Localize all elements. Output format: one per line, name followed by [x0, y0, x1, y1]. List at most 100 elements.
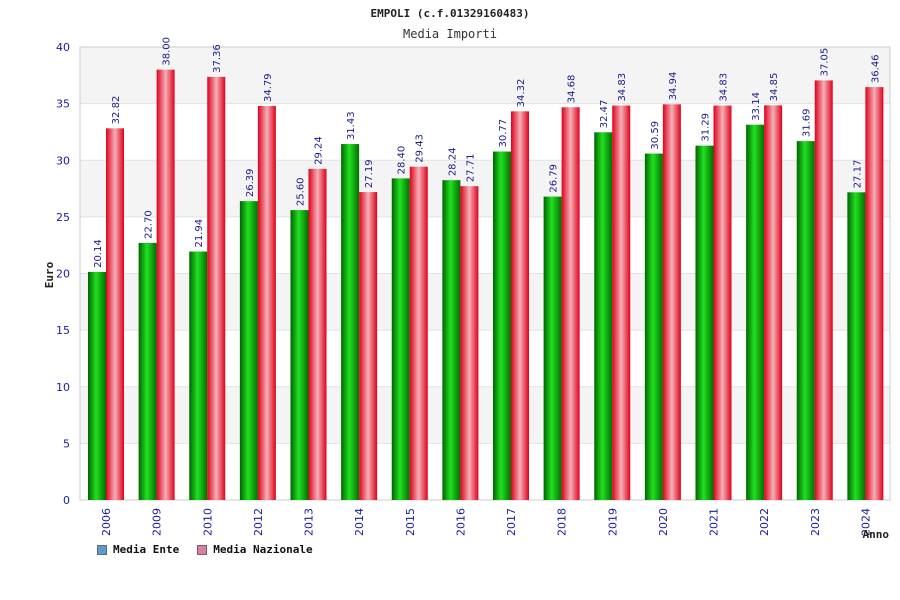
bar-media-ente — [493, 151, 511, 500]
data-label: 22.70 — [144, 210, 155, 239]
y-tick-label: 40 — [56, 41, 70, 54]
x-tick-label: 2014 — [353, 508, 366, 536]
bar-media-nazionale — [257, 106, 276, 501]
y-tick-label: 35 — [56, 98, 70, 111]
data-label: 32.82 — [111, 96, 122, 125]
bar-media-nazionale — [359, 192, 378, 501]
y-tick-label: 15 — [56, 324, 70, 337]
data-label: 31.69 — [802, 108, 813, 137]
bar-media-nazionale — [612, 105, 631, 501]
x-tick-label: 2017 — [505, 508, 518, 536]
data-label: 25.60 — [296, 177, 307, 206]
bar-media-nazionale — [511, 111, 529, 501]
y-tick-label: 20 — [56, 268, 70, 281]
bar-media-ente — [746, 124, 765, 500]
bar-media-ente — [695, 145, 714, 500]
data-label: 26.79 — [549, 164, 560, 193]
x-tick-label: 2023 — [809, 508, 822, 536]
bar-media-ente — [391, 178, 410, 500]
data-label: 28.40 — [397, 146, 408, 175]
data-label: 34.83 — [719, 73, 730, 102]
data-label: 34.83 — [617, 73, 628, 102]
data-label: 27.19 — [364, 159, 375, 188]
x-tick-label: 2013 — [303, 508, 316, 536]
bar-media-ente — [594, 132, 613, 500]
bar-media-ente — [341, 144, 360, 501]
bar-media-nazionale — [460, 186, 479, 500]
bar-media-ente — [290, 210, 309, 500]
legend-item-media-nazionale: Media Nazionale — [197, 543, 313, 556]
y-axis-ticks: 0 5 10 15 20 25 30 35 40 — [56, 41, 70, 507]
plot-frame — [79, 46, 891, 501]
x-tick-label: 2015 — [404, 508, 417, 536]
data-label: 37.05 — [820, 48, 831, 77]
bar-media-nazionale — [409, 166, 428, 500]
bars: 20.14 32.82 22.70 38.00 21.94 37.36 26.39 34.79… — [88, 37, 884, 501]
x-axis-label: Anno — [863, 528, 890, 541]
bar-media-ente — [189, 251, 208, 500]
x-tick-label: 2010 — [201, 508, 214, 536]
bar-media-ente — [796, 141, 815, 500]
x-tick-label: 2024 — [859, 508, 872, 536]
bar-media-nazionale — [764, 105, 783, 500]
bar-media-ente — [847, 192, 866, 500]
data-label: 34.94 — [668, 72, 679, 101]
data-label: 37.36 — [212, 44, 223, 73]
y-tick-label: 0 — [63, 494, 70, 507]
data-label: 34.79 — [263, 73, 274, 102]
y-tick-label: 5 — [63, 437, 70, 450]
x-tick-label: 2009 — [151, 508, 164, 536]
x-tick-label: 2019 — [606, 508, 619, 536]
legend-swatch-media-nazionale — [197, 544, 208, 555]
x-tick-label: 2006 — [100, 508, 113, 536]
bar-media-nazionale — [561, 107, 580, 501]
chart-subtitle: Media Importi — [403, 27, 497, 41]
data-label: 31.43 — [346, 111, 357, 140]
y-tick-label: 30 — [56, 154, 70, 167]
data-label: 34.85 — [769, 73, 780, 102]
bar-media-nazionale — [713, 105, 732, 501]
data-label: 31.29 — [701, 113, 712, 142]
data-label: 20.14 — [93, 239, 104, 268]
bar-media-nazionale — [156, 69, 175, 501]
data-label: 36.46 — [870, 54, 881, 83]
x-tick-label: 2021 — [708, 508, 721, 536]
legend-label-media-ente: Media Ente — [113, 543, 180, 556]
bar-media-ente — [88, 271, 106, 500]
y-tick-label: 10 — [56, 381, 70, 394]
y-axis-label: Euro — [43, 261, 56, 288]
data-label: 21.94 — [194, 219, 205, 248]
bar-media-ente — [543, 196, 562, 500]
bar-media-nazionale — [308, 168, 327, 500]
x-tick-label: 2022 — [758, 508, 771, 536]
data-label: 26.39 — [245, 168, 256, 197]
bar-media-nazionale — [662, 104, 681, 500]
legend-swatch-media-ente — [97, 544, 107, 555]
data-label: 38.00 — [162, 37, 173, 66]
data-label: 27.17 — [852, 160, 863, 189]
bar-media-ente — [138, 242, 157, 501]
x-tick-label: 2018 — [556, 508, 569, 536]
x-axis-ticks: 2006 2009 2010 2012 2013 2014 2015 2016 2017 2018… — [100, 508, 872, 536]
bar-media-nazionale — [106, 128, 124, 500]
data-label: 28.24 — [447, 148, 458, 177]
data-label: 33.14 — [751, 92, 762, 121]
chart-title: EMPOLI (c.f.01329160483) — [371, 7, 530, 20]
legend-label-media-nazionale: Media Nazionale — [213, 543, 313, 556]
data-label: 29.24 — [314, 136, 325, 165]
data-label: 29.43 — [415, 134, 426, 163]
data-label: 30.59 — [650, 121, 661, 150]
bar-media-ente — [644, 153, 663, 501]
bar-media-ente — [442, 180, 461, 500]
data-label: 27.71 — [465, 154, 476, 183]
bar-media-nazionale — [207, 76, 226, 500]
data-label: 34.68 — [567, 75, 578, 104]
data-label: 30.77 — [498, 119, 509, 148]
bar-media-ente — [239, 201, 258, 501]
x-tick-label: 2012 — [252, 508, 265, 536]
data-label: 32.47 — [599, 100, 610, 129]
y-tick-label: 25 — [56, 211, 70, 224]
data-label: 34.32 — [516, 79, 527, 108]
x-tick-label: 2020 — [657, 508, 670, 536]
